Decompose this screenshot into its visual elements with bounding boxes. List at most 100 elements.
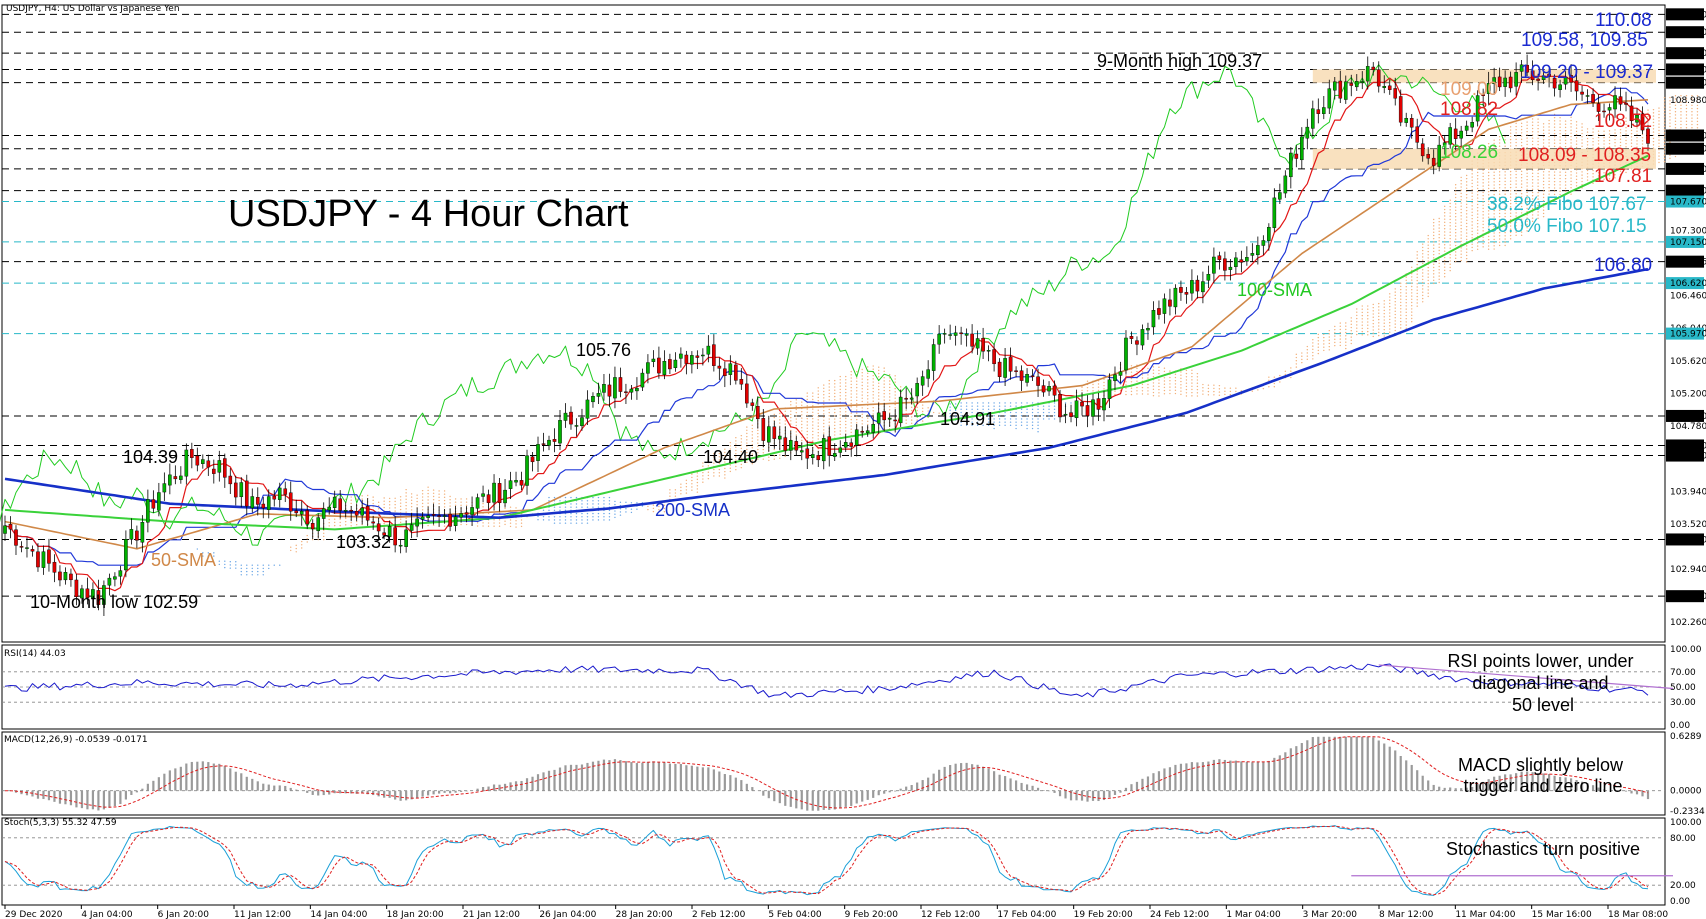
cloud-dot — [1454, 257, 1457, 260]
cloud-dot — [1537, 198, 1539, 200]
cloud-dot — [724, 448, 726, 450]
cloud-dot — [1449, 263, 1451, 265]
cloud-dot — [1185, 376, 1188, 378]
cloud-dot — [1471, 185, 1473, 188]
cloud-dot — [1498, 209, 1501, 211]
cloud-dot — [729, 441, 732, 444]
cloud-dot — [581, 516, 583, 518]
cloud-dot — [1465, 203, 1468, 205]
cloud-dot — [1103, 378, 1105, 380]
cloud-dot — [850, 396, 852, 398]
cloud-dot — [834, 434, 836, 436]
cloud-dot — [1092, 386, 1094, 389]
cloud-dot — [998, 424, 1001, 427]
cloud-dot — [1152, 391, 1155, 394]
cloud-dot — [883, 386, 885, 389]
cloud-dot — [1520, 189, 1523, 192]
cloud-dot — [1592, 134, 1594, 137]
cloud-dot — [1520, 212, 1523, 214]
cloud-dot — [790, 420, 792, 422]
cloud-dot — [834, 431, 836, 433]
cloud-dot — [1498, 145, 1501, 147]
cloud-dot — [834, 395, 836, 398]
cloud-dot — [823, 394, 825, 396]
cloud-dot — [224, 566, 226, 569]
rsi-note-line-1: RSI points lower, under — [1447, 651, 1633, 671]
cloud-dot — [1361, 314, 1363, 317]
cloud-dot — [1339, 322, 1341, 324]
axis-badge — [1666, 63, 1704, 76]
cloud-dot — [856, 409, 858, 411]
cloud-dot — [1339, 325, 1341, 327]
cloud-dot — [1526, 182, 1528, 184]
cloud-dot — [1372, 306, 1374, 309]
cloud-dot — [1493, 181, 1495, 183]
cloud-dot — [1438, 252, 1440, 255]
cloud-dot — [1130, 393, 1133, 396]
cloud-dot — [998, 408, 1001, 411]
cloud-dot — [1443, 260, 1446, 262]
cloud-dot — [636, 502, 638, 504]
price-tick: 104.780 — [1670, 422, 1706, 432]
cloud-dot — [894, 378, 896, 380]
cloud-dot — [1559, 145, 1561, 148]
cloud-dot — [850, 377, 852, 379]
cloud-dot — [1652, 140, 1655, 143]
cloud-dot — [1328, 329, 1330, 332]
cloud-dot — [1361, 327, 1363, 330]
cloud-dot — [504, 520, 506, 522]
cloud-dot — [691, 486, 693, 488]
cloud-dot — [850, 412, 852, 414]
cloud-dot — [1520, 186, 1523, 189]
cloud-dot — [987, 418, 990, 420]
cloud-dot — [1449, 269, 1451, 272]
cloud-dot — [1169, 370, 1171, 372]
cloud-dot — [301, 544, 303, 546]
cloud-dot — [1658, 126, 1660, 129]
cloud-dot — [1476, 174, 1479, 177]
cloud-dot — [1389, 315, 1391, 317]
cloud-dot — [1356, 311, 1358, 313]
candle-body — [662, 360, 667, 375]
candle-body — [1607, 107, 1612, 111]
price-tick: 108.090 — [1670, 165, 1706, 175]
cloud-dot — [1416, 283, 1418, 285]
cloud-dot — [1482, 175, 1484, 178]
cloud-dot — [1531, 182, 1534, 184]
candle-body — [728, 363, 733, 375]
cloud-dot — [1526, 230, 1528, 232]
candle-body — [1195, 279, 1200, 292]
cloud-dot — [1191, 391, 1193, 394]
cloud-dot — [1422, 278, 1424, 281]
cloud-dot — [1284, 373, 1287, 376]
cloud-dot — [586, 522, 589, 524]
cloud-dot — [812, 430, 814, 433]
cloud-dot — [1504, 199, 1506, 202]
cloud-dot — [1487, 242, 1490, 244]
candle-body — [1624, 102, 1628, 105]
cloud-dot — [1471, 233, 1473, 236]
level-109-00: 109.00 — [1440, 79, 1498, 100]
cloud-dot — [520, 522, 523, 524]
cloud-dot — [246, 574, 248, 576]
axis-badge — [1666, 162, 1704, 175]
cloud-dot — [1312, 345, 1314, 347]
cloud-dot — [1680, 114, 1682, 116]
cloud-dot — [1498, 228, 1501, 231]
cloud-dot — [1471, 176, 1473, 178]
cloud-dot — [1290, 367, 1292, 369]
cloud-dot — [1669, 96, 1671, 99]
cloud-dot — [1454, 209, 1457, 212]
cloud-dot — [1674, 101, 1677, 103]
cloud-dot — [1592, 128, 1594, 130]
cloud-dot — [795, 402, 797, 404]
cloud-dot — [603, 496, 605, 499]
cloud-dot — [954, 412, 957, 415]
cloud-dot — [839, 433, 841, 435]
sub-tick: 20.00 — [1670, 881, 1696, 891]
cloud-dot — [1141, 370, 1144, 373]
cloud-dot — [828, 389, 830, 391]
cloud-dot — [1185, 385, 1188, 388]
cloud-dot — [1103, 388, 1105, 390]
time-tick-label: 8 Mar 12:00 — [1379, 910, 1434, 919]
